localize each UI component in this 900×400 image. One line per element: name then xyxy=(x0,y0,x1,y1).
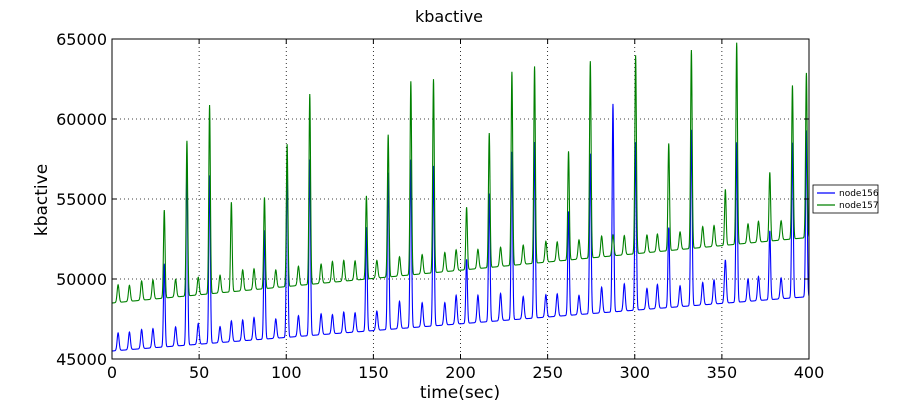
y-tick-label: 65000 xyxy=(56,30,107,49)
y-tick-label: 55000 xyxy=(56,190,107,209)
y-tick-label: 60000 xyxy=(56,110,107,129)
x-tick-label: 350 xyxy=(707,363,738,382)
x-tick-label: 0 xyxy=(107,363,117,382)
y-axis-label: kbactive xyxy=(32,164,52,236)
x-tick-label: 400 xyxy=(794,363,825,382)
axis-ticks: 0 50 100 150 200 250 300 350 400 45000 50000 55000 6… xyxy=(56,30,824,382)
chart-title: kbactive xyxy=(415,7,483,26)
x-tick-label: 50 xyxy=(189,363,209,382)
legend-label: node156 xyxy=(839,189,879,199)
x-tick-label: 300 xyxy=(619,363,650,382)
x-tick-label: 150 xyxy=(358,363,389,382)
legend-box xyxy=(812,184,879,214)
x-axis-label: time(sec) xyxy=(420,383,500,400)
series-line-node157 xyxy=(112,42,809,304)
legend-label: node157 xyxy=(839,201,879,211)
series-line-node156 xyxy=(112,103,809,352)
x-tick-label: 200 xyxy=(445,363,476,382)
legend: node156 node157 xyxy=(812,184,879,214)
plot-area xyxy=(112,42,809,352)
y-tick-label: 45000 xyxy=(56,350,107,369)
x-tick-label: 100 xyxy=(271,363,302,382)
grid xyxy=(112,39,809,359)
x-tick-label: 250 xyxy=(532,363,563,382)
y-tick-label: 50000 xyxy=(56,270,107,289)
